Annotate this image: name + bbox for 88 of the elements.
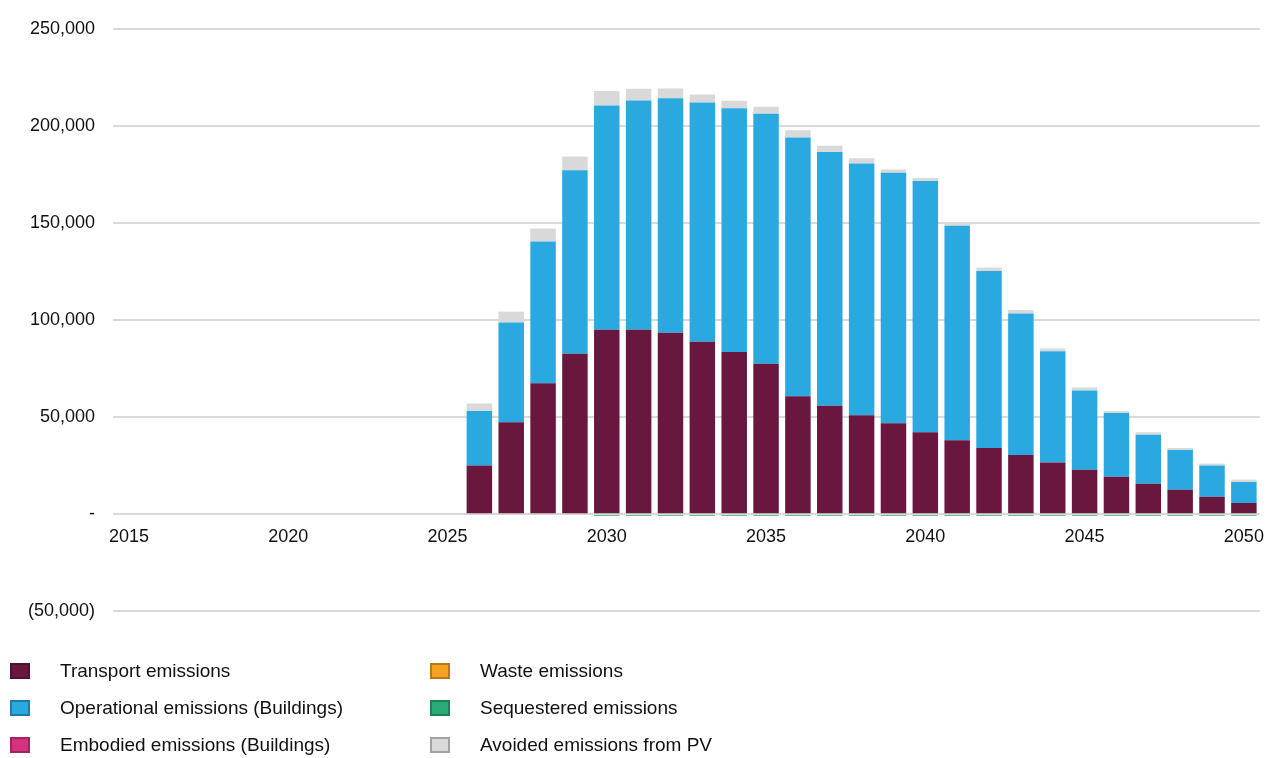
bar <box>657 98 684 333</box>
y-tick-label: 100,000 <box>29 308 96 329</box>
bar <box>944 225 970 441</box>
bar <box>1135 434 1162 484</box>
bar <box>848 163 875 416</box>
legend-label: Avoided emissions from PV <box>480 733 712 756</box>
bar <box>530 241 556 384</box>
bar <box>1199 496 1225 514</box>
bar <box>625 88 652 101</box>
x-tick-label: 2045 <box>1064 525 1105 546</box>
legend-label: Embodied emissions (Buildings) <box>60 733 331 756</box>
bar <box>1103 476 1130 514</box>
bar <box>594 329 620 514</box>
bar <box>880 423 907 514</box>
bar <box>1167 447 1193 451</box>
bar <box>1008 313 1034 456</box>
bar <box>976 271 1002 448</box>
x-tick-label: 2030 <box>586 525 627 546</box>
bar <box>530 383 556 514</box>
bar <box>753 113 779 364</box>
bar <box>562 156 588 171</box>
y-tick-label: (50,000) <box>28 600 96 621</box>
x-tick-label: 2025 <box>427 525 468 546</box>
legend-label: Sequestered emissions <box>480 696 678 719</box>
x-tick-label: 2020 <box>268 525 309 546</box>
bar <box>1071 390 1098 470</box>
bar <box>594 91 620 106</box>
bar <box>753 363 779 514</box>
bar <box>817 405 843 514</box>
bar <box>817 151 843 406</box>
bar <box>689 341 716 514</box>
bar <box>944 440 970 514</box>
legend-label: Operational emissions (Buildings) <box>60 696 344 719</box>
bar <box>1008 309 1034 314</box>
legend-label: Waste emissions <box>480 659 623 682</box>
bar <box>1008 455 1034 514</box>
bar <box>689 102 716 342</box>
bar <box>657 88 684 99</box>
bar <box>848 158 875 164</box>
y-tick-label: 200,000 <box>29 114 96 135</box>
bar <box>721 108 747 353</box>
bar <box>498 422 524 514</box>
bar <box>1040 462 1066 514</box>
x-tick-label: 2015 <box>108 525 149 546</box>
bar <box>912 177 939 181</box>
bar <box>753 106 779 114</box>
bar <box>657 332 684 514</box>
bar <box>1167 450 1193 490</box>
bar <box>1231 503 1257 514</box>
y-tick-label: - <box>89 503 96 524</box>
bar <box>498 322 524 423</box>
bar <box>817 145 843 152</box>
bar <box>466 403 493 412</box>
x-tick-label: 2035 <box>746 525 787 546</box>
bar <box>912 432 939 514</box>
bar <box>625 329 652 514</box>
bar <box>976 447 1002 514</box>
bar <box>466 465 493 514</box>
bar <box>1135 432 1162 435</box>
bar <box>562 353 588 514</box>
bar <box>785 130 811 138</box>
bar <box>1231 481 1257 504</box>
bar <box>785 137 811 397</box>
y-tick-label: 150,000 <box>29 211 96 232</box>
y-tick-label: 50,000 <box>39 406 96 427</box>
x-tick-label: 2040 <box>905 525 946 546</box>
bar <box>1040 351 1066 463</box>
bar <box>1199 465 1225 497</box>
bar <box>594 105 620 330</box>
bar <box>848 415 875 514</box>
bar <box>530 228 556 242</box>
x-tick-label: 2050 <box>1223 525 1264 546</box>
bar <box>880 172 907 424</box>
bar <box>466 411 493 466</box>
bar <box>1103 412 1130 477</box>
bar <box>1231 479 1257 482</box>
bar <box>721 352 747 514</box>
bar <box>1135 483 1162 514</box>
bar <box>1071 469 1098 514</box>
bar <box>625 100 652 330</box>
y-tick-label: 250,000 <box>29 17 96 38</box>
bar <box>880 169 907 173</box>
bar <box>785 396 811 514</box>
bar <box>562 170 588 354</box>
bar <box>1167 489 1193 514</box>
bar <box>721 100 747 109</box>
bar <box>912 181 939 433</box>
legend-label: Transport emissions <box>60 659 231 682</box>
